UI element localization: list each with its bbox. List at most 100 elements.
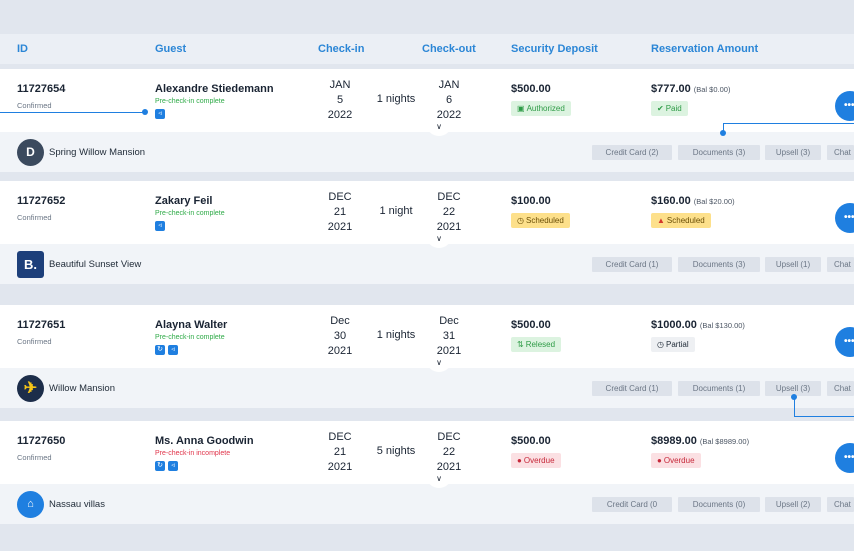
refresh-icon[interactable]: ↻ (155, 461, 165, 471)
precheck-status: Pre-check-in complete (155, 210, 225, 217)
reservation-row[interactable]: 11727650 Confirmed Ms. Anna Goodwin Pre-… (0, 421, 854, 524)
property-name[interactable]: Willow Mansion (49, 383, 115, 394)
guest-actions: ↻ ◃ (155, 461, 178, 471)
checkin-month: JAN (329, 79, 351, 91)
checkin-year: 2022 (327, 109, 353, 121)
column-header-security-deposit[interactable]: Security Deposit (511, 43, 598, 55)
more-actions-button[interactable]: ••• (835, 327, 854, 357)
reservation-amount: $8989.00 (Bal $8989.00) (651, 435, 750, 447)
upsell-chip[interactable]: Upsell (3) (765, 145, 821, 160)
check-circle-icon: ✔ (657, 104, 664, 113)
column-header-checkout[interactable]: Check-out (422, 43, 476, 55)
checkout-date: DEC 22 2021 (424, 190, 474, 235)
reservation-id[interactable]: 11727650 (17, 435, 66, 447)
reservation-id[interactable]: 11727651 (17, 319, 66, 331)
property-name[interactable]: Nassau villas (49, 499, 105, 510)
checkout-year: 2022 (436, 109, 462, 121)
property-name[interactable]: Beautiful Sunset View (49, 259, 142, 270)
chat-chip[interactable]: Chat (827, 381, 854, 396)
guest-name[interactable]: Alayna Walter (155, 319, 228, 331)
precheck-status: Pre-check-in incomplete (155, 450, 231, 457)
documents-chip[interactable]: Documents (3) (678, 257, 760, 272)
chat-chip[interactable]: Chat (827, 257, 854, 272)
chevron-down-icon: ∨ (436, 122, 442, 131)
guest-name[interactable]: Zakary Feil (155, 195, 213, 207)
share-icon[interactable]: ◃ (155, 221, 165, 231)
expand-row-button[interactable]: ∨ (426, 472, 452, 488)
chat-chip[interactable]: Chat (827, 145, 854, 160)
nights-count: 1 night (379, 205, 413, 217)
share-icon[interactable]: ◃ (155, 109, 165, 119)
clock-icon: ◷ (657, 340, 664, 349)
column-header-checkin[interactable]: Check-in (318, 43, 365, 55)
column-header-reservation-amount[interactable]: Reservation Amount (651, 43, 759, 55)
upsell-chip[interactable]: Upsell (3) (765, 381, 821, 396)
airplane-logo-icon: ✈ (17, 375, 44, 402)
reservation-row[interactable]: 11727654 Confirmed Alexandre Stiedemann … (0, 69, 854, 172)
property-name[interactable]: Spring Willow Mansion (49, 147, 146, 158)
more-actions-button[interactable]: ••• (835, 91, 854, 121)
balance: (Bal $8989.00) (699, 437, 750, 446)
column-header-id[interactable]: ID (17, 43, 28, 55)
connector-line (723, 123, 724, 133)
deposit-amount: $500.00 (511, 435, 551, 447)
documents-chip[interactable]: Documents (0) (678, 497, 760, 512)
checkout-day: 22 (442, 206, 456, 218)
reservation-id[interactable]: 11727654 (17, 83, 66, 95)
precheck-status: Pre-check-in complete (155, 334, 225, 341)
documents-chip[interactable]: Documents (1) (678, 381, 760, 396)
balance: (Bal $20.00) (693, 197, 735, 206)
more-actions-button[interactable]: ••• (835, 203, 854, 233)
checkout-day: 22 (442, 446, 456, 458)
expand-row-button[interactable]: ∨ (426, 120, 452, 136)
reservation-row[interactable]: 11727651 Confirmed Alayna Walter Pre-che… (0, 305, 854, 408)
checkin-day: 21 (333, 206, 347, 218)
connector-line (794, 416, 854, 417)
upsell-chip[interactable]: Upsell (1) (765, 257, 821, 272)
deposit-status-badge: ● Overdue (511, 453, 561, 468)
share-icon[interactable]: ◃ (168, 461, 178, 471)
refresh-icon[interactable]: ↻ (155, 345, 165, 355)
checkout-year: 2021 (436, 461, 462, 473)
more-horizontal-icon: ••• (844, 212, 854, 223)
connector-line (723, 123, 854, 124)
guest-name[interactable]: Ms. Anna Goodwin (155, 435, 254, 447)
more-actions-button[interactable]: ••• (835, 443, 854, 473)
expand-row-button[interactable]: ∨ (426, 356, 452, 372)
property-footer: B. Beautiful Sunset View Credit Card (1)… (0, 244, 854, 284)
deposit-status-badge: ⇅ Relesed (511, 337, 562, 352)
guest-actions: ◃ (155, 221, 165, 231)
checkout-month: DEC (437, 191, 461, 203)
balance: (Bal $130.00) (699, 321, 745, 330)
checkin-year: 2021 (327, 221, 353, 233)
expand-row-button[interactable]: ∨ (426, 232, 452, 248)
credit-card-chip[interactable]: Credit Card (0 (592, 497, 672, 512)
table-header: ID Guest Check-in Check-out Security Dep… (0, 34, 854, 64)
reservation-status: Confirmed (17, 101, 52, 110)
checkin-month: Dec (330, 315, 350, 327)
column-header-guest[interactable]: Guest (155, 43, 187, 55)
reservation-row[interactable]: 11727652 Confirmed Zakary Feil Pre-check… (0, 181, 854, 284)
lock-icon: ▣ (517, 104, 525, 113)
credit-card-chip[interactable]: Credit Card (1) (592, 381, 672, 396)
checkin-date: Dec 30 2021 (315, 314, 365, 359)
checkout-month: JAN (438, 79, 460, 91)
reservation-id[interactable]: 11727652 (17, 195, 66, 207)
house-logo-icon: ⌂ (17, 491, 44, 518)
checkin-year: 2021 (327, 345, 353, 357)
more-horizontal-icon: ••• (844, 452, 854, 463)
documents-chip[interactable]: Documents (3) (678, 145, 760, 160)
guest-name[interactable]: Alexandre Stiedemann (155, 83, 274, 95)
reservation-status: Confirmed (17, 453, 52, 462)
upsell-chip[interactable]: Upsell (2) (765, 497, 821, 512)
chat-chip[interactable]: Chat (827, 497, 854, 512)
share-icon[interactable]: ◃ (168, 345, 178, 355)
credit-card-chip[interactable]: Credit Card (1) (592, 257, 672, 272)
checkin-day: 30 (333, 330, 347, 342)
connector-line (794, 397, 795, 417)
checkout-date: Dec 31 2021 (424, 314, 474, 359)
chevron-down-icon: ∨ (436, 234, 442, 243)
payment-status-badge: ● Overdue (651, 453, 701, 468)
deposit-amount: $100.00 (511, 195, 551, 207)
credit-card-chip[interactable]: Credit Card (2) (592, 145, 672, 160)
